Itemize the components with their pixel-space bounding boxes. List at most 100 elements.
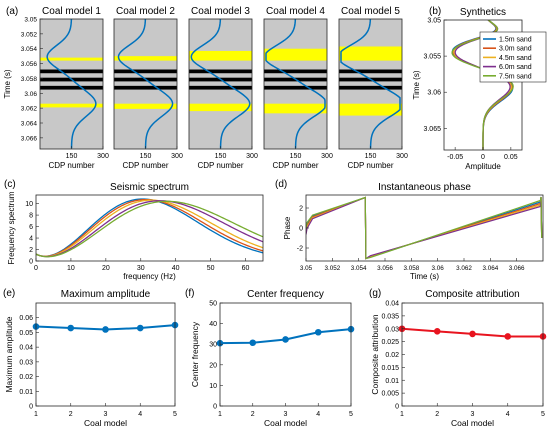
model-xtick-label-1-1: 300 xyxy=(97,153,109,160)
model-xtick-label-5-1: 300 xyxy=(396,153,408,160)
d-xtick-label-4: 3.058 xyxy=(403,265,419,272)
e-ytick-label-0: 0 xyxy=(29,404,33,411)
g-point-2 xyxy=(433,328,441,335)
black-layer-3-3 xyxy=(189,85,252,90)
c-xtick-label-2: 20 xyxy=(102,265,110,272)
model-xtick-label-2-0: 150 xyxy=(140,153,152,160)
model-xtick-label-3-1: 300 xyxy=(246,153,258,160)
g-ytick-label-7: 0.035 xyxy=(381,313,399,320)
c-ytick-label-3: 6 xyxy=(29,224,33,231)
f-ytick-label-1: 10 xyxy=(209,383,217,390)
c-series-3 xyxy=(36,199,263,258)
model-xtick-label-4-0: 150 xyxy=(290,153,302,160)
black-layer-2-3 xyxy=(114,85,177,90)
c-ytick-label-4: 8 xyxy=(29,213,33,220)
model-xlabel-1: CDP number xyxy=(48,161,94,170)
g-ytick-label-4: 0.02 xyxy=(385,352,399,359)
d-series-5 xyxy=(306,196,543,260)
a-ytick-label-8: 3.066 xyxy=(21,135,38,142)
a-ytick-label-3: 3.056 xyxy=(21,61,38,68)
seismic-trace-2 xyxy=(117,18,174,149)
seismic-trace-1 xyxy=(46,18,97,149)
a-ytick-label-0: 3.05 xyxy=(24,17,37,24)
black-layer-1-1 xyxy=(40,69,103,74)
model-xlabel-4: CDP number xyxy=(272,161,318,170)
black-layer-3-1 xyxy=(189,69,252,74)
c-ylabel: Frequency spectrum xyxy=(7,191,16,264)
e-ytick-label-2: 0.02 xyxy=(19,374,33,381)
seismic-trace-4 xyxy=(265,18,326,149)
b-ytick-label-1: 3.055 xyxy=(423,54,441,61)
c-ytick-label-1: 2 xyxy=(29,247,33,254)
f-ytick-label-4: 40 xyxy=(209,321,217,328)
g-ytick-label-0: 0 xyxy=(395,404,399,411)
d-xtick-label-6: 3.062 xyxy=(456,265,472,272)
e-ytick-label-5: 0.05 xyxy=(19,330,33,337)
c-ytick-label-2: 4 xyxy=(29,236,33,243)
yellow-layer-2-1 xyxy=(114,56,177,61)
c-xlabel: frequency (Hz) xyxy=(123,272,176,281)
c-xtick-label-3: 30 xyxy=(137,265,145,272)
e-xlabel: Coal model xyxy=(84,418,127,428)
g-ytick-label-2: 0.01 xyxy=(385,378,399,385)
b-series-group xyxy=(451,20,514,150)
g-ylabel: Composite attribution xyxy=(370,314,380,395)
a-ylabel: Time (s) xyxy=(3,69,12,98)
panel-letter-g: (g) xyxy=(369,288,381,299)
b-title: Synthetics xyxy=(460,7,506,18)
f-xtick-label-2: 3 xyxy=(284,411,288,418)
b-legend-label-2: 3.0m sand xyxy=(499,46,532,53)
f-plot-bg xyxy=(220,303,351,406)
yellow-layer-4-1 xyxy=(264,48,327,61)
e-ytick-label-3: 0.03 xyxy=(19,359,33,366)
f-point-2 xyxy=(249,339,257,347)
g-xtick-label-2: 3 xyxy=(471,411,475,418)
a-ytick-label-1: 3.052 xyxy=(21,31,38,38)
c-series-5 xyxy=(36,200,263,258)
g-ytick-label-8: 0.04 xyxy=(385,301,399,308)
e-xtick-label-0: 1 xyxy=(34,411,38,418)
b-ylabel: Time (s) xyxy=(412,70,421,99)
model-background-2 xyxy=(114,19,177,149)
f-ytick-label-0: 0 xyxy=(213,404,217,411)
e-point-2 xyxy=(67,324,75,332)
c-plot-bg xyxy=(36,195,263,261)
e-point-3 xyxy=(102,326,109,333)
d-ytick-label-2: 2 xyxy=(299,206,303,213)
subplot-title-1: Coal model 1 xyxy=(42,6,101,17)
f-ytick-label-2: 20 xyxy=(209,362,217,369)
model-xtick-label-2-1: 300 xyxy=(171,153,183,160)
d-series-group xyxy=(306,196,543,260)
model-background-5 xyxy=(339,19,402,149)
model-xlabel-3: CDP number xyxy=(197,161,243,170)
panel-letter-a: (a) xyxy=(6,6,18,17)
yellow-layer-1-1 xyxy=(40,57,103,61)
panel-letter-f: (f) xyxy=(185,288,194,299)
c-xtick-label-6: 60 xyxy=(242,265,250,272)
b-xtick-label-2: 0.05 xyxy=(504,154,518,161)
a-ytick-label-6: 3.062 xyxy=(21,106,38,113)
g-title: Composite attribution xyxy=(425,289,520,300)
f-point-4 xyxy=(314,328,322,336)
model-xtick-label-3-0: 150 xyxy=(215,153,227,160)
d-xlabel: Time (s) xyxy=(410,272,439,281)
c-frame xyxy=(35,194,264,262)
g-xtick-label-0: 1 xyxy=(400,411,404,418)
model-xtick-label-4-1: 300 xyxy=(321,153,333,160)
c-xtick-label-1: 10 xyxy=(67,265,75,272)
f-xtick-label-3: 4 xyxy=(316,411,320,418)
subplot-title-2: Coal model 2 xyxy=(116,6,175,17)
yellow-layer-3-2 xyxy=(189,103,252,112)
d-xtick-label-7: 3.064 xyxy=(482,265,498,272)
e-xtick-label-2: 3 xyxy=(104,411,108,418)
b-ytick-label-2: 3.06 xyxy=(427,90,441,97)
black-layer-2-1 xyxy=(114,69,177,74)
seismic-trace-5 xyxy=(340,18,401,149)
black-layer-4-3 xyxy=(264,85,327,90)
yellow-layer-4-2 xyxy=(264,103,327,114)
b-xlabel: Amplitude xyxy=(465,162,501,171)
d-xtick-label-1: 3.052 xyxy=(324,265,340,272)
a-ytick-label-5: 3.06 xyxy=(24,91,37,98)
e-title: Maximum amplitude xyxy=(61,289,151,300)
